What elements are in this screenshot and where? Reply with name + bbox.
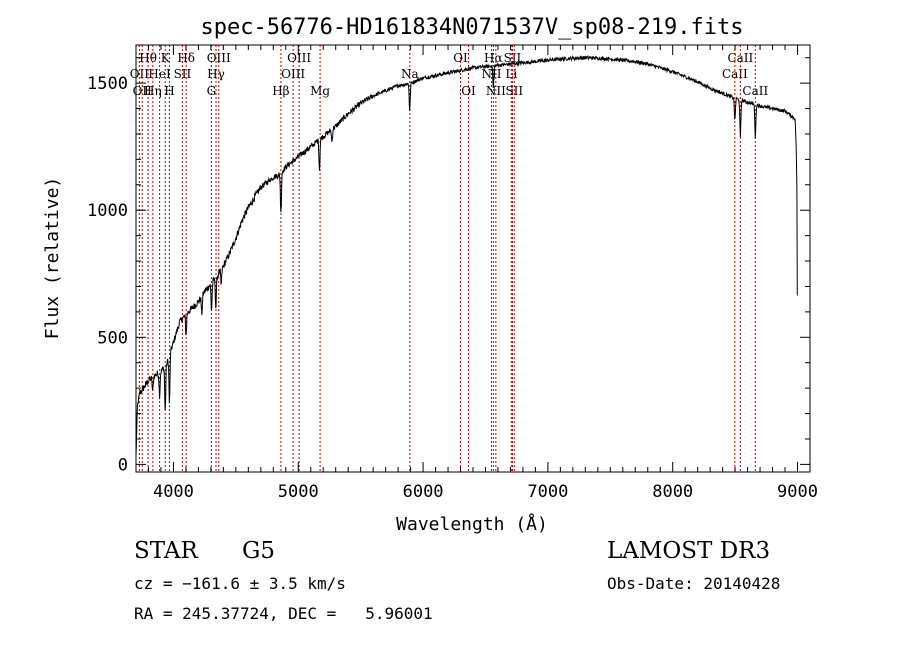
line-marker-label: SII — [505, 84, 523, 98]
spectrum-series — [135, 54, 798, 456]
line-marker-label: Na — [401, 67, 419, 81]
radec-text: RA = 245.37724, DEC = 5.96001 — [134, 604, 433, 623]
line-marker-label: NII — [481, 67, 501, 81]
line-marker-label: K — [161, 51, 171, 65]
x-tick-label: 9000 — [777, 482, 818, 502]
line-marker-label: OIII — [281, 67, 305, 81]
x-tick-label: 7000 — [527, 482, 568, 502]
line-marker-label: G — [207, 84, 217, 98]
line-marker-label: OII — [133, 84, 153, 98]
line-marker-label: Hθ — [139, 51, 157, 65]
x-axis-ticks: 4000 5000 6000 7000 8000 9000 — [135, 45, 818, 502]
line-marker-label: NII — [486, 84, 506, 98]
y-axis-label: Flux (relative) — [42, 177, 63, 340]
plot-frame — [135, 44, 811, 473]
line-marker-label: SII — [504, 51, 522, 65]
line-marker-label: Mg — [310, 84, 330, 98]
survey-name: LAMOST DR3 — [607, 538, 771, 564]
x-tick-label: 8000 — [652, 482, 693, 502]
line-marker-label: Hα — [484, 51, 503, 65]
x-tick-label: 4000 — [153, 482, 194, 502]
redshift-text: cz = −161.6 ± 3.5 km/s — [134, 574, 346, 593]
line-marker-label: Li — [505, 67, 517, 81]
obs-date-text: Obs-Date: 20140428 — [607, 574, 781, 593]
line-marker-label: HeI — [148, 67, 171, 81]
x-tick-label: 6000 — [403, 482, 444, 502]
line-marker-label: OI — [461, 84, 476, 98]
y-tick-label: 0 — [118, 455, 128, 475]
line-marker-label: Hη — [144, 84, 162, 98]
y-axis-ticks: 0 500 1000 1500 — [87, 57, 810, 475]
line-marker-label: Hγ — [207, 67, 225, 81]
line-marker-label: CaII — [722, 67, 748, 81]
line-marker-label: OIII — [287, 51, 311, 65]
object-class: STAR — [134, 538, 198, 564]
x-tick-label: 5000 — [278, 482, 319, 502]
line-marker-label: H — [164, 84, 174, 98]
line-marker-label: OI — [453, 51, 468, 65]
line-marker-label: CaII — [727, 51, 753, 65]
line-markers: OIIOIIHθHηHeIKHSIIHδGHγOIIIHβOIIIOIIIMgN… — [130, 45, 768, 472]
object-subclass: G5 — [242, 538, 276, 564]
chart-title: spec-56776-HD161834N071537V_sp08-219.fit… — [200, 15, 743, 40]
line-marker-label: Hβ — [272, 84, 289, 98]
line-marker-label: CaII — [742, 84, 768, 98]
line-marker-label: OII — [130, 67, 150, 81]
x-axis-label: Wavelength (Å) — [396, 513, 548, 535]
y-tick-label: 500 — [97, 328, 128, 348]
line-marker-label: Hδ — [177, 51, 195, 65]
line-marker-label: SII — [174, 67, 192, 81]
line-marker-label: OIII — [207, 51, 231, 65]
y-tick-label: 1000 — [87, 201, 128, 221]
y-tick-label: 1500 — [87, 74, 128, 94]
